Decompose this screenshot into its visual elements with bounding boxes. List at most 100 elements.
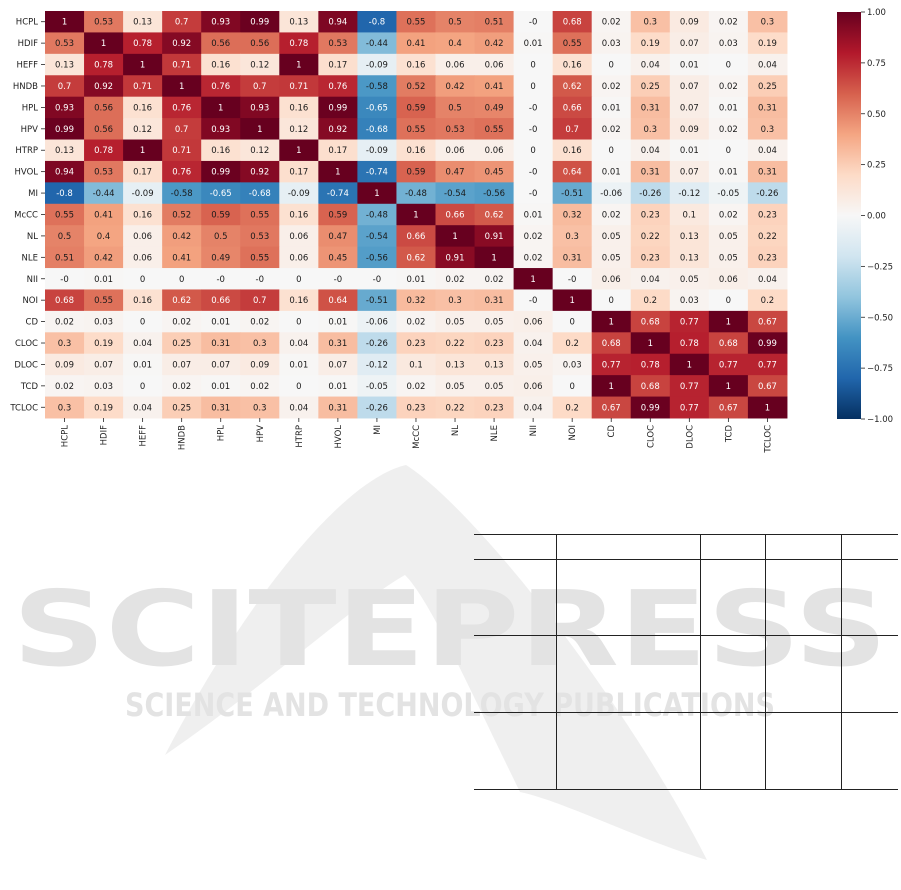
cell-value-label: 0.77 (758, 360, 777, 370)
cell-value-label: 0.71 (133, 82, 152, 92)
heatmap-cell (357, 332, 397, 355)
heatmap-cell (474, 75, 515, 98)
cell-value-label: -0.8 (369, 18, 386, 28)
heatmap-cell (201, 32, 241, 55)
heatmap-cell (435, 11, 476, 33)
heatmap-cell (240, 203, 280, 226)
heatmap-cell (591, 353, 632, 376)
cell-value-label: 0.5 (214, 232, 228, 242)
row-label: McCC (14, 210, 38, 220)
cell-value-label: 0.06 (446, 61, 465, 71)
cell-value-label: 1 (296, 146, 301, 156)
cell-value-label: 0.62 (563, 82, 582, 92)
heatmap-cell (591, 268, 632, 290)
heatmap-cell (201, 375, 241, 398)
cell-value-label: 0.41 (172, 253, 191, 263)
heatmap-cell (552, 96, 593, 119)
column-label: MI (373, 425, 383, 435)
cell-value-label: 0.23 (407, 339, 426, 349)
cell-value-label: 0.16 (211, 61, 230, 71)
cell-value-label: 0.7 (175, 125, 189, 135)
heatmap-cell (669, 246, 710, 269)
cell-value-label: 0.07 (680, 168, 699, 178)
heatmap-cell (396, 289, 436, 312)
cell-value-label: 0.16 (133, 296, 152, 306)
cell-value-label: 0 (296, 318, 301, 328)
cell-value-label: 0.67 (758, 318, 777, 328)
heatmap-cell (123, 396, 163, 419)
cell-value-label: 0.02 (719, 210, 738, 220)
cell-value-label: 1 (530, 275, 535, 285)
row-label: MI (28, 189, 38, 199)
heatmap-cell (162, 53, 202, 76)
cell-value-label: 0.17 (328, 146, 347, 156)
cell-value-label: 0.02 (172, 318, 191, 328)
cell-value-label: 0.53 (446, 125, 465, 135)
heatmap-cell (318, 32, 358, 55)
cell-value-label: 0.07 (680, 39, 699, 49)
cell-value-label: 0.03 (94, 318, 113, 328)
cell-value-label: 0.25 (758, 82, 777, 92)
heatmap-cell (279, 225, 319, 248)
heatmap-cell (396, 53, 436, 76)
heatmap-cell (123, 96, 163, 119)
heatmap-cell (708, 375, 749, 398)
heatmap-cell (630, 182, 671, 205)
heatmap-cell (279, 310, 319, 333)
column-label: NOI (568, 425, 578, 441)
cell-value-label: 0.01 (328, 318, 347, 328)
cell-value-label: 0.93 (55, 103, 74, 113)
table-column-divider (765, 534, 766, 790)
heatmap-cell (84, 75, 124, 98)
cell-value-label: 0.3 (761, 18, 775, 28)
cell-value-label: 1 (765, 403, 770, 413)
cell-value-label: 0.31 (563, 253, 582, 263)
cell-value-label: 0.23 (641, 210, 660, 220)
cell-value-label: 1 (609, 318, 614, 328)
cell-value-label: 1 (140, 61, 145, 71)
cell-value-label: 0.01 (211, 318, 230, 328)
cell-value-label: 1 (374, 189, 379, 199)
heatmap-cell (708, 118, 749, 141)
heatmap-cell (513, 310, 554, 333)
cell-value-label: 0 (530, 82, 535, 92)
heatmap-cell (591, 160, 632, 183)
heatmap-cell (513, 246, 554, 269)
row-label: HCPL (16, 18, 38, 28)
heatmap-cell (630, 310, 671, 333)
heatmap-cell (747, 118, 788, 141)
heatmap-cell (396, 375, 436, 398)
cell-value-label: 0.17 (328, 61, 347, 71)
heatmap-cell (162, 11, 202, 33)
cell-value-label: 0.01 (211, 382, 230, 392)
cell-value-label: 0.71 (172, 146, 191, 156)
row-label: DLOC (14, 360, 38, 370)
cell-value-label: 0.76 (172, 168, 191, 178)
heatmap-cell (552, 353, 593, 376)
heatmap-cell (240, 160, 280, 183)
heatmap-cell (669, 118, 710, 141)
cell-value-label: 0.06 (289, 232, 308, 242)
heatmap-cell (84, 182, 124, 205)
colorbar-tick-label: −0.75 (867, 364, 893, 374)
table-column-divider (556, 534, 557, 790)
cell-value-label: -0.54 (366, 232, 388, 242)
heatmap-cell (669, 203, 710, 226)
row-label: TCLOC (9, 403, 38, 413)
heatmap-cell (630, 396, 671, 419)
heatmap-cell (474, 268, 515, 290)
heatmap-cell (123, 225, 163, 248)
heatmap-cell (552, 75, 593, 98)
cell-value-label: -0.68 (366, 125, 388, 135)
heatmap-cell (552, 332, 593, 355)
cell-value-label: 0.02 (172, 382, 191, 392)
cell-value-label: 0.66 (563, 103, 582, 113)
heatmap-cell (240, 375, 280, 398)
heatmap-cell (201, 53, 241, 76)
heatmap-cell (396, 139, 436, 162)
cell-value-label: 0.53 (94, 18, 113, 28)
heatmap-cell (669, 139, 710, 162)
row-label: HVOL (15, 168, 39, 178)
cell-value-label: 0.93 (211, 125, 230, 135)
cell-value-label: -0.06 (366, 318, 388, 328)
